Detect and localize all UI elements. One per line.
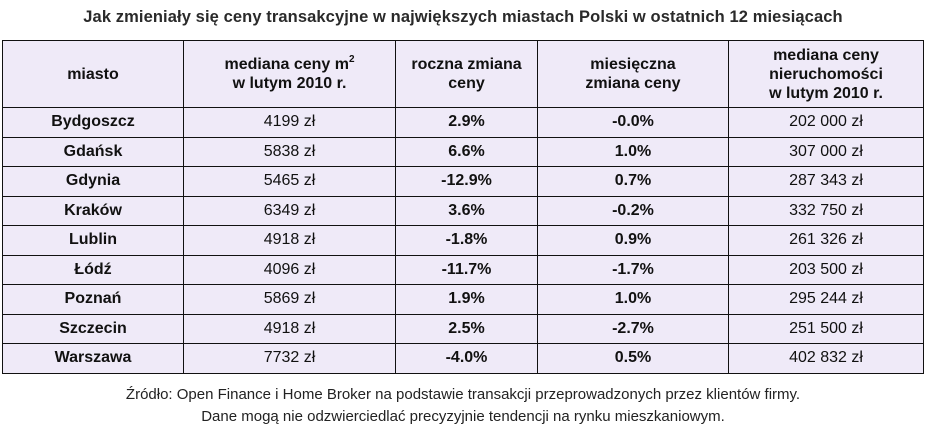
cell-city: Poznań — [2, 284, 184, 315]
header-monthly-change: miesięczna zmiana ceny — [537, 40, 729, 108]
header-property-price: mediana ceny nieruchomości w lutym 2010 … — [728, 40, 924, 108]
header-yearly-change: roczna zmiana ceny — [395, 40, 538, 108]
cell-yearly: 6.6% — [395, 136, 538, 167]
header-property-line2: nieruchomości — [769, 65, 883, 83]
table-row: Kraków 6349 zł 3.6% -0.2% 332 750 zł — [2, 195, 924, 226]
cell-yearly: 1.9% — [395, 284, 538, 315]
cell-property: 332 750 zł — [728, 195, 924, 226]
cell-yearly: -1.8% — [395, 225, 538, 256]
cell-city: Gdynia — [2, 166, 184, 197]
header-city: miasto — [2, 40, 184, 108]
cell-city: Bydgoszcz — [2, 107, 184, 138]
cell-price-m2: 6349 zł — [183, 195, 396, 226]
cell-property: 295 244 zł — [728, 284, 924, 315]
cell-price-m2: 4918 zł — [183, 313, 396, 344]
cell-yearly: 3.6% — [395, 195, 538, 226]
table-row: Łódź 4096 zł -11.7% -1.7% 203 500 zł — [2, 254, 924, 285]
cell-price-m2: 5465 zł — [183, 166, 396, 197]
cell-monthly: -2.7% — [537, 313, 729, 344]
header-yearly-line2: ceny — [448, 75, 485, 92]
header-yearly-line1: roczna zmiana — [411, 56, 522, 73]
cell-city: Warszawa — [2, 343, 184, 374]
table-row: Warszawa 7732 zł -4.0% 0.5% 402 832 zł — [2, 343, 924, 374]
header-price-m2-sup: 2 — [348, 54, 355, 65]
cell-yearly: -4.0% — [395, 343, 538, 374]
cell-price-m2: 7732 zł — [183, 343, 396, 374]
header-monthly-line2: zmiana ceny — [585, 75, 681, 92]
cell-property: 261 326 zł — [728, 225, 924, 256]
cell-property: 203 500 zł — [728, 254, 924, 285]
cell-city: Kraków — [2, 195, 184, 226]
cell-monthly: 1.0% — [537, 284, 729, 315]
cell-city: Szczecin — [2, 313, 184, 344]
price-table: miasto mediana ceny m2 w lutym 2010 r. r… — [2, 40, 924, 374]
cell-yearly: 2.5% — [395, 313, 538, 344]
table-row: Bydgoszcz 4199 zł 2.9% -0.0% 202 000 zł — [2, 107, 924, 138]
cell-city: Lublin — [2, 225, 184, 256]
table-row: Poznań 5869 zł 1.9% 1.0% 295 244 zł — [2, 284, 924, 315]
source-note: Źródło: Open Finance i Home Broker na po… — [125, 386, 801, 403]
table-row: Gdańsk 5838 zł 6.6% 1.0% 307 000 zł — [2, 136, 924, 167]
cell-price-m2: 5869 zł — [183, 284, 396, 315]
table-row: Gdynia 5465 zł -12.9% 0.7% 287 343 zł — [2, 166, 924, 197]
cell-price-m2: 4918 zł — [183, 225, 396, 256]
cell-property: 202 000 zł — [728, 107, 924, 138]
cell-price-m2: 4096 zł — [183, 254, 396, 285]
table-row: Lublin 4918 zł -1.8% 0.9% 261 326 zł — [2, 225, 924, 256]
header-property-line3: w lutym 2010 r. — [769, 84, 883, 102]
header-monthly-line1: miesięczna — [590, 56, 676, 73]
cell-monthly: 0.9% — [537, 225, 729, 256]
cell-property: 251 500 zł — [728, 313, 924, 344]
cell-property: 402 832 zł — [728, 343, 924, 374]
cell-monthly: 0.5% — [537, 343, 729, 374]
cell-property: 287 343 zł — [728, 166, 924, 197]
header-row: miasto mediana ceny m2 w lutym 2010 r. r… — [2, 40, 924, 108]
table-title: Jak zmieniały się ceny transakcyjne w na… — [83, 8, 843, 26]
header-price-m2-line1: mediana ceny m — [224, 56, 349, 73]
cell-monthly: 0.7% — [537, 166, 729, 197]
cell-property: 307 000 zł — [728, 136, 924, 167]
disclaimer-note: Dane mogą nie odzwierciedlać precyzyjnie… — [201, 408, 725, 425]
cell-yearly: -12.9% — [395, 166, 538, 197]
table-row: Szczecin 4918 zł 2.5% -2.7% 251 500 zł — [2, 313, 924, 344]
header-price-m2: mediana ceny m2 w lutym 2010 r. — [183, 40, 396, 108]
cell-price-m2: 5838 zł — [183, 136, 396, 167]
header-city-label: miasto — [67, 65, 119, 83]
cell-city: Gdańsk — [2, 136, 184, 167]
cell-yearly: -11.7% — [395, 254, 538, 285]
header-price-m2-line2: w lutym 2010 r. — [232, 75, 347, 92]
cell-monthly: -1.7% — [537, 254, 729, 285]
cell-yearly: 2.9% — [395, 107, 538, 138]
cell-city: Łódź — [2, 254, 184, 285]
header-property-line1: mediana ceny — [773, 46, 879, 64]
cell-monthly: 1.0% — [537, 136, 729, 167]
cell-monthly: -0.0% — [537, 107, 729, 138]
cell-monthly: -0.2% — [537, 195, 729, 226]
cell-price-m2: 4199 zł — [183, 107, 396, 138]
